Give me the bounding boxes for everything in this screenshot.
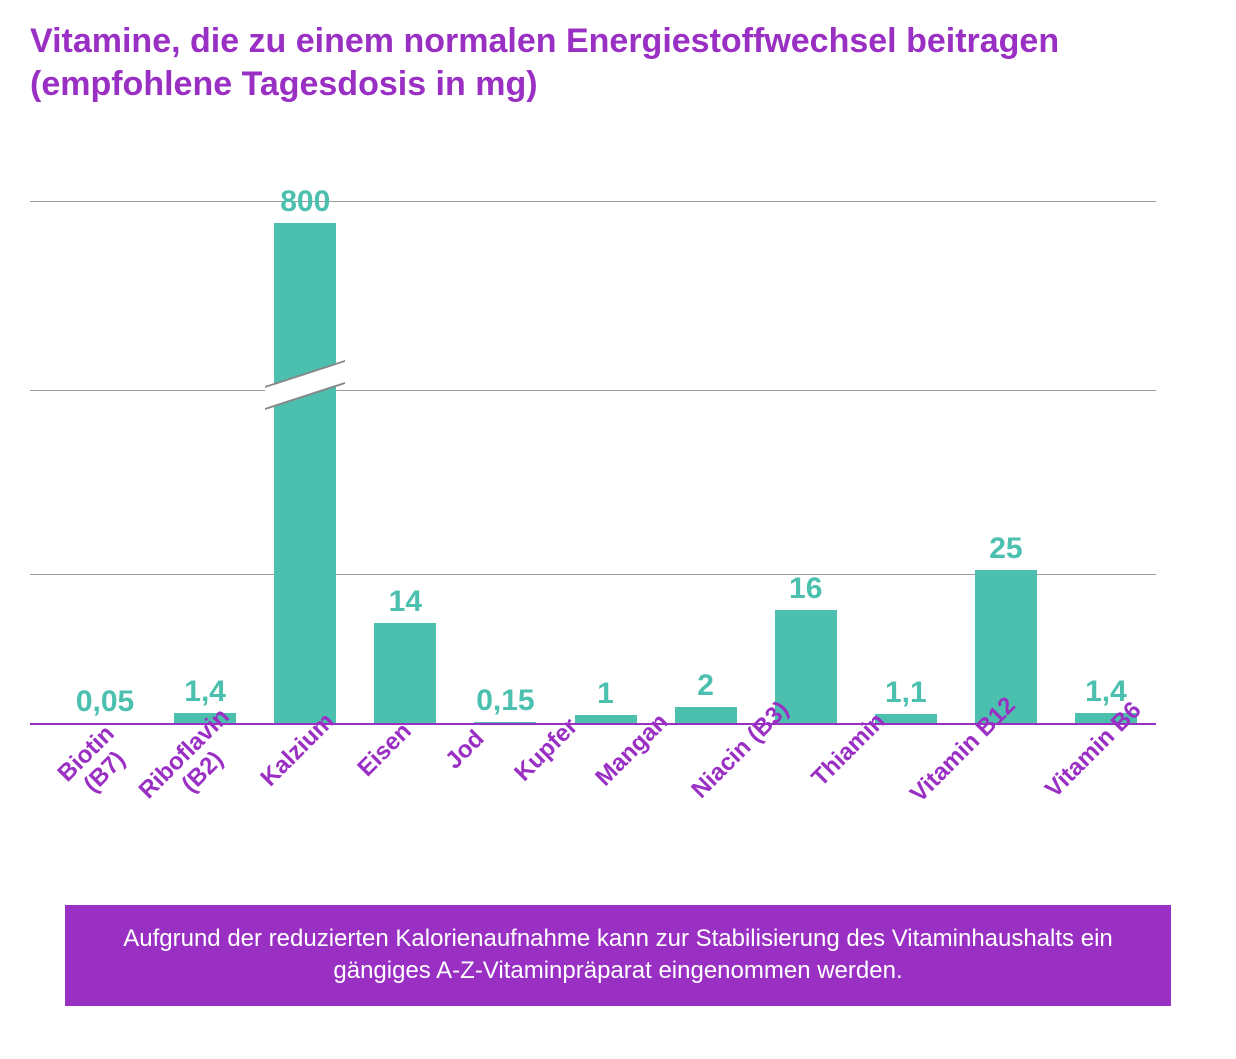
x-label-cell: Kalzium [252,725,344,875]
x-label-cell: Eisen [344,725,425,875]
x-axis-label: Biotin (B7) [53,721,138,806]
x-label-cell: Vitamin B6 [1032,725,1156,875]
x-label-cell: Niacin (B3) [678,725,803,875]
bar-group: 1,4 [1056,185,1156,725]
bar-group: 1,1 [856,185,956,725]
x-label-cell: Biotin (B7) [55,725,136,875]
x-label-cell: Riboflavin (B2) [136,725,252,875]
bars-row: 0,05 1,4 800 14 0,15 1 2 16 1,1 25 1,4 [55,185,1156,725]
x-label-cell: Vitamin B12 [895,725,1032,875]
x-label-cell: Thiamin [803,725,895,875]
bar-group: 16 [756,185,856,725]
x-axis-labels: Biotin (B7)Riboflavin (B2)KalziumEisen Jo… [55,725,1156,875]
bar-value-label: 1 [597,677,614,711]
bar-value-label: 2 [697,669,714,703]
chart-title: Vitamine, die zu einem normalen Energies… [30,20,1206,105]
bar-group: 1 [555,185,655,725]
bar [274,223,336,725]
x-label-cell: Jod [425,725,506,875]
plot-area: 0,05 1,4 800 14 0,15 1 2 16 1,1 25 1,4 [30,185,1156,725]
bar-value-label: 0,05 [76,685,134,719]
bar-group: 14 [355,185,455,725]
bar-group: 1,4 [155,185,255,725]
x-axis-label: Kupfer [510,714,583,787]
bar-value-label: 16 [789,572,822,606]
bar [374,623,436,725]
footer-note: Aufgrund der reduzierten Kalorienaufnahm… [65,905,1171,1006]
x-axis-label: Eisen [353,718,417,782]
bar-group: 800 [255,185,355,725]
x-label-cell: Kupfer [506,725,587,875]
bar-group: 25 [956,185,1056,725]
axis-break-icon [265,360,345,410]
bar-value-label: 0,15 [476,684,534,718]
bar-value-label: 25 [989,532,1022,566]
bar-value-label: 1,1 [885,676,927,710]
bar-group: 0,05 [55,185,155,725]
x-axis-label: Jod [441,726,490,775]
bar-value-label: 1,4 [184,675,226,709]
bar-group: 0,15 [455,185,555,725]
bar-value-label: 14 [389,585,422,619]
chart-container: 0,05 1,4 800 14 0,15 1 2 16 1,1 25 1,4 Biotin (B7)… [30,125,1206,875]
x-label-cell: Mangan [587,725,678,875]
bar-value-label: 800 [280,185,330,219]
bar-group: 2 [656,185,756,725]
